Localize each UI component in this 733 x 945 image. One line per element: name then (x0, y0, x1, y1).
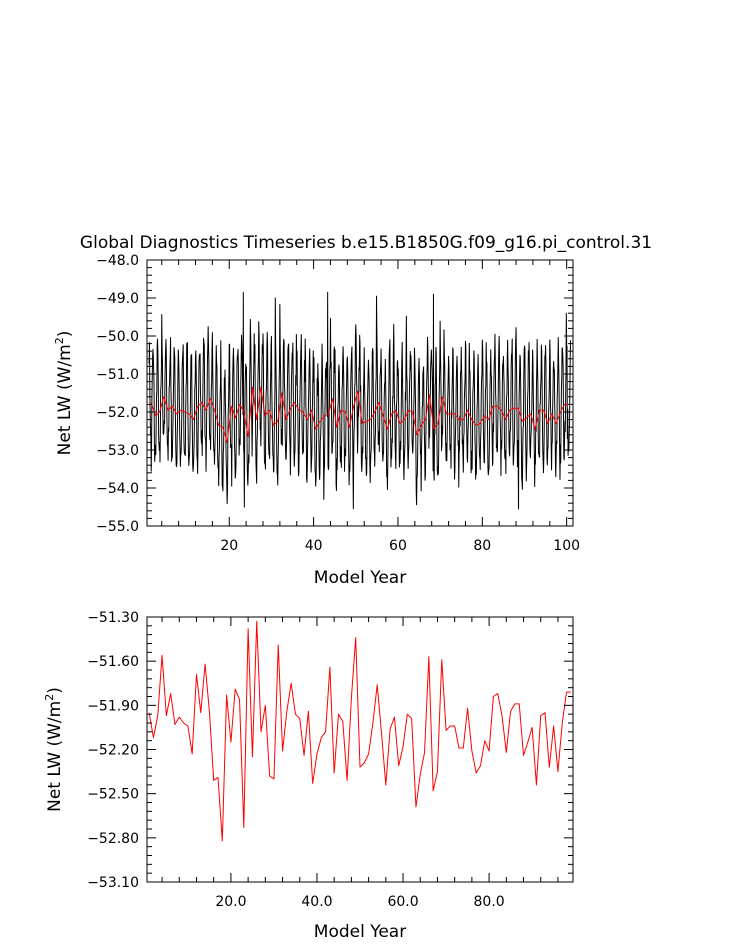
y-tick-label: −54.0 (96, 481, 139, 497)
y-axis-label: Net LW (W/m2) (53, 331, 75, 456)
x-tick-label: 40 (305, 538, 323, 554)
y-tick-label: −51.60 (87, 654, 139, 670)
y-tick-label: −48.0 (96, 253, 139, 269)
figure-title: Global Diagnostics Timeseries b.e15.B185… (80, 233, 652, 253)
y-tick-label: −51.0 (96, 367, 139, 383)
y-tick-label: −51.90 (87, 698, 139, 714)
y-tick-label: −49.0 (96, 291, 139, 307)
y-tick-label: −51.30 (87, 610, 139, 626)
y-tick-label: −52.50 (87, 787, 139, 803)
x-tick-label: 80 (473, 538, 491, 554)
y-tick-label: −50.0 (96, 329, 139, 345)
x-tick-label: 40.0 (301, 894, 332, 910)
y-tick-label: −55.0 (96, 519, 139, 535)
plot-frame (146, 259, 574, 527)
x-tick-label: 20.0 (215, 894, 246, 910)
x-tick-label: 20 (220, 538, 238, 554)
y-tick-label: −52.0 (96, 405, 139, 421)
series-line-0 (148, 291, 572, 510)
x-tick-label: 100 (553, 538, 580, 554)
series-group (148, 620, 571, 842)
y-axis-label: Net LW (W/m2) (43, 687, 65, 812)
y-tick-label: −53.0 (96, 443, 139, 459)
x-axis-label: Model Year (314, 568, 406, 588)
x-tick-label: 80.0 (474, 894, 505, 910)
x-tick-label: 60 (389, 538, 407, 554)
bottom-chart: −53.10 −52.80 −52.50 −52.20 −51.90 −51.60 −51.… (43, 610, 574, 942)
top-chart: −55.0 −54.0 −53.0 −52.0 −51.0 −50.0 −49.0 −48.0… (53, 253, 580, 588)
series-group (148, 291, 572, 510)
plot-frame (146, 616, 574, 883)
x-tick-label: 60.0 (387, 894, 418, 910)
y-tick-label: −52.80 (87, 831, 139, 847)
series-line-1 (150, 386, 569, 443)
series-line-0 (148, 620, 571, 842)
y-tick-label: −52.20 (87, 743, 139, 759)
x-axis-label: Model Year (314, 922, 406, 942)
y-tick-label: −53.10 (87, 875, 139, 891)
